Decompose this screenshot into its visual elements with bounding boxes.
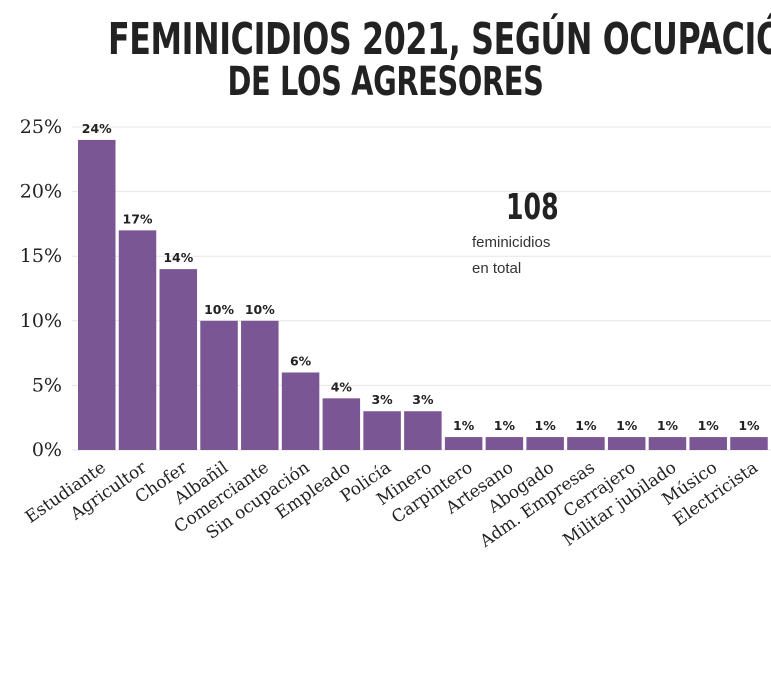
data-label: 4% xyxy=(331,379,353,394)
data-label: 1% xyxy=(575,418,597,433)
chart-title: FEMINICIDIOS 2021, SEGÚN OCUPACIÓN DE LO… xyxy=(0,14,771,105)
data-label: 10% xyxy=(245,302,275,317)
data-label: 24% xyxy=(82,121,112,136)
data-label: 6% xyxy=(290,353,312,368)
bar xyxy=(526,437,564,450)
data-label: 1% xyxy=(738,418,760,433)
data-label: 3% xyxy=(412,392,434,407)
data-label: 1% xyxy=(535,418,557,433)
bar xyxy=(607,437,646,450)
y-tick-label: 10% xyxy=(20,310,62,332)
bar xyxy=(363,411,401,450)
bar xyxy=(485,437,524,450)
y-tick-label: 0% xyxy=(32,439,62,461)
bar xyxy=(322,398,361,450)
bar xyxy=(118,230,157,450)
total-label-line-1: feminicidios xyxy=(472,234,551,251)
bar xyxy=(689,437,727,450)
data-label: 10% xyxy=(204,302,234,317)
chart-title-line-1: FEMINICIDIOS 2021, SEGÚN OCUPACIÓN xyxy=(107,14,771,65)
total-number: 108 xyxy=(506,187,559,228)
data-label: 1% xyxy=(698,418,720,433)
data-label: 1% xyxy=(453,418,475,433)
data-label: 3% xyxy=(371,392,393,407)
bar xyxy=(241,320,279,450)
total-label-line-2: en total xyxy=(472,260,522,277)
chart-title-line-2: DE LOS AGRESORES xyxy=(227,59,544,105)
bar xyxy=(159,269,198,450)
y-tick-label: 20% xyxy=(20,181,62,203)
data-label: 1% xyxy=(616,418,638,433)
data-label: 1% xyxy=(657,418,679,433)
data-label: 14% xyxy=(163,250,193,265)
bar xyxy=(648,437,687,450)
bar xyxy=(404,411,442,450)
bar xyxy=(200,320,238,450)
bar xyxy=(730,437,768,450)
bar xyxy=(281,372,320,450)
y-tick-label: 15% xyxy=(20,245,62,267)
bar xyxy=(567,437,605,450)
bar xyxy=(444,437,483,450)
data-label: 17% xyxy=(123,211,153,226)
y-tick-label: 25% xyxy=(20,116,62,138)
y-tick-label: 5% xyxy=(32,374,62,396)
bar xyxy=(78,139,116,451)
total-annotation: 108 feminicidios en total xyxy=(472,188,581,280)
data-label: 1% xyxy=(494,418,516,433)
